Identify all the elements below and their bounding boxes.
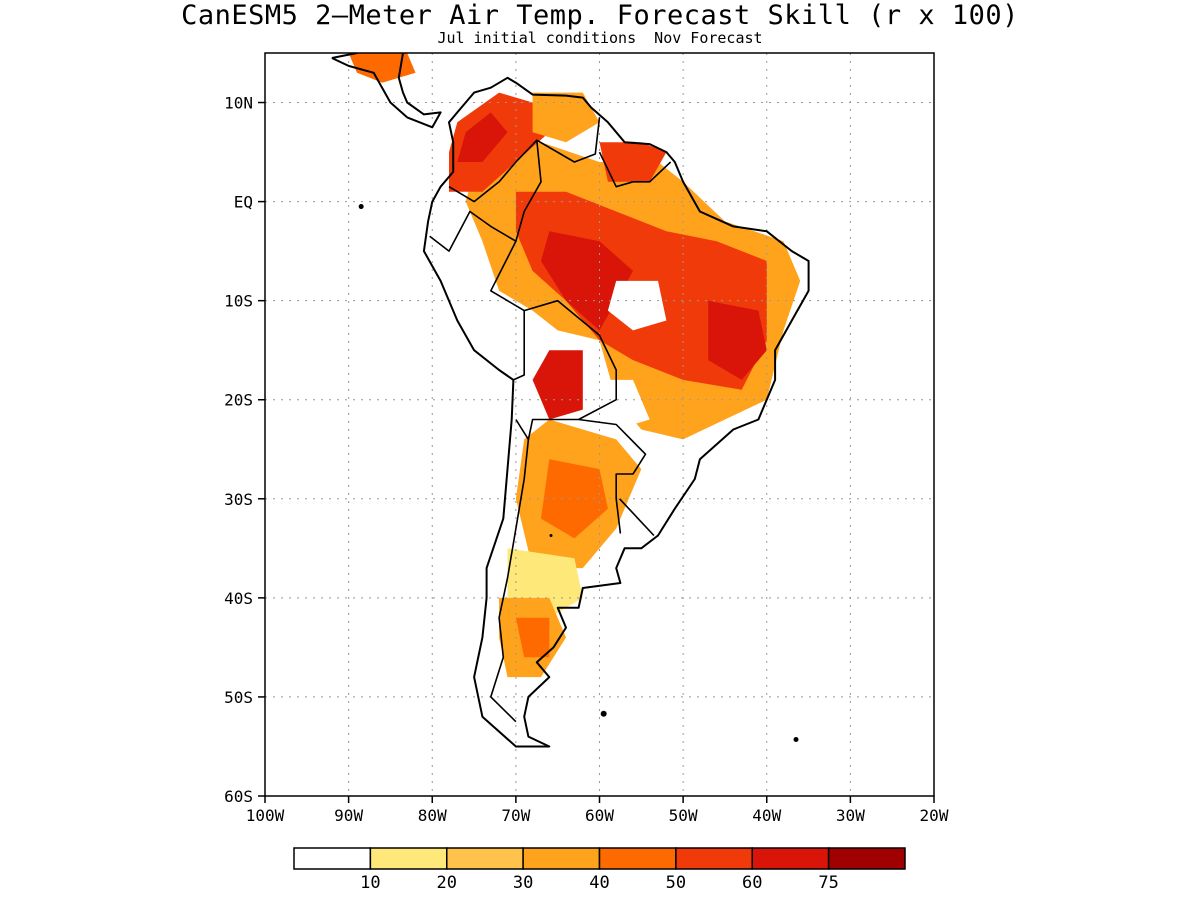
colorbar-swatch-5	[675, 847, 753, 870]
skill-region-argentina-core	[541, 459, 608, 539]
colorbar-swatch-6	[751, 847, 830, 870]
lon-tick-label: 20W	[920, 806, 949, 825]
lat-tick-label: 50S	[224, 688, 253, 707]
country-border-2	[429, 210, 526, 381]
lon-tick-label: 70W	[501, 806, 530, 825]
colorbar-label: 75	[818, 873, 838, 893]
south-america-coastline	[422, 76, 810, 748]
skill-region-bolivia-hot	[532, 350, 583, 420]
skill-region-east-hotspot	[708, 300, 767, 380]
country-border-8	[489, 419, 530, 723]
lat-tick-label: EQ	[234, 193, 253, 212]
skill-region-colombia-core	[457, 112, 508, 162]
lat-tick-label: 10N	[224, 94, 253, 113]
central-america-coastline	[331, 53, 442, 129]
lon-tick-label: 50W	[669, 806, 698, 825]
lon-tick-label: 30W	[836, 806, 865, 825]
colorbar-label: 50	[666, 873, 686, 893]
skill-region-peru-white	[432, 231, 475, 321]
colorbar: 10 20 30 40 50 60 75	[293, 847, 906, 893]
lon-tick-label: 40W	[752, 806, 781, 825]
colorbar-swatch-7	[827, 847, 906, 870]
colorbar-label: 30	[513, 873, 533, 893]
latitude-axis: 10N EQ 10S 20S 30S 40S 50S 60S	[224, 94, 265, 806]
country-border-3	[523, 299, 618, 440]
country-border-1	[448, 139, 542, 242]
colorbar-swatch-2	[446, 847, 524, 870]
country-border-4	[578, 418, 647, 534]
island-1	[358, 204, 364, 210]
lon-tick-label: 60W	[585, 806, 614, 825]
colorbar-label: 10	[360, 873, 380, 893]
colorbar-swatch-4	[598, 847, 677, 870]
country-border-5	[619, 498, 655, 537]
skill-region-amazon-white	[607, 280, 667, 331]
island-3	[793, 737, 799, 743]
longitude-axis: 100W 90W 80W 70W 60W 50W 40W 30W 20W	[246, 796, 949, 825]
chart-title: CanESM5 2–Meter Air Temp. Forecast Skill…	[181, 0, 1019, 31]
lat-tick-label: 30S	[224, 490, 253, 509]
country-border-7	[598, 151, 672, 188]
colorbar-label: 20	[437, 873, 457, 893]
colorbar-label: 40	[589, 873, 609, 893]
lat-tick-label: 60S	[224, 787, 253, 806]
lat-tick-label: 20S	[224, 391, 253, 410]
lat-tick-label: 40S	[224, 589, 253, 608]
island-4	[549, 533, 553, 537]
lon-tick-label: 80W	[418, 806, 447, 825]
coastline-layer	[331, 53, 810, 748]
colorbar-label: 60	[742, 873, 762, 893]
country-border-6	[536, 117, 601, 163]
chart-subtitle: Jul initial conditions Nov Forecast	[437, 29, 763, 47]
island-2	[600, 710, 607, 717]
lat-tick-label: 10S	[224, 292, 253, 311]
skill-region-patagonia-core	[515, 617, 550, 658]
colorbar-swatch-3	[522, 847, 601, 870]
lon-tick-label: 90W	[334, 806, 363, 825]
colorbar-swatch-0	[293, 847, 372, 870]
skill-fill-layer	[348, 53, 801, 678]
skill-region-pantanal-white	[591, 379, 650, 430]
skill-region-guianas	[599, 142, 667, 182]
colorbar-swatch-1	[369, 847, 448, 870]
skill-region-venezuela	[532, 92, 600, 143]
lon-tick-label: 100W	[246, 806, 285, 825]
